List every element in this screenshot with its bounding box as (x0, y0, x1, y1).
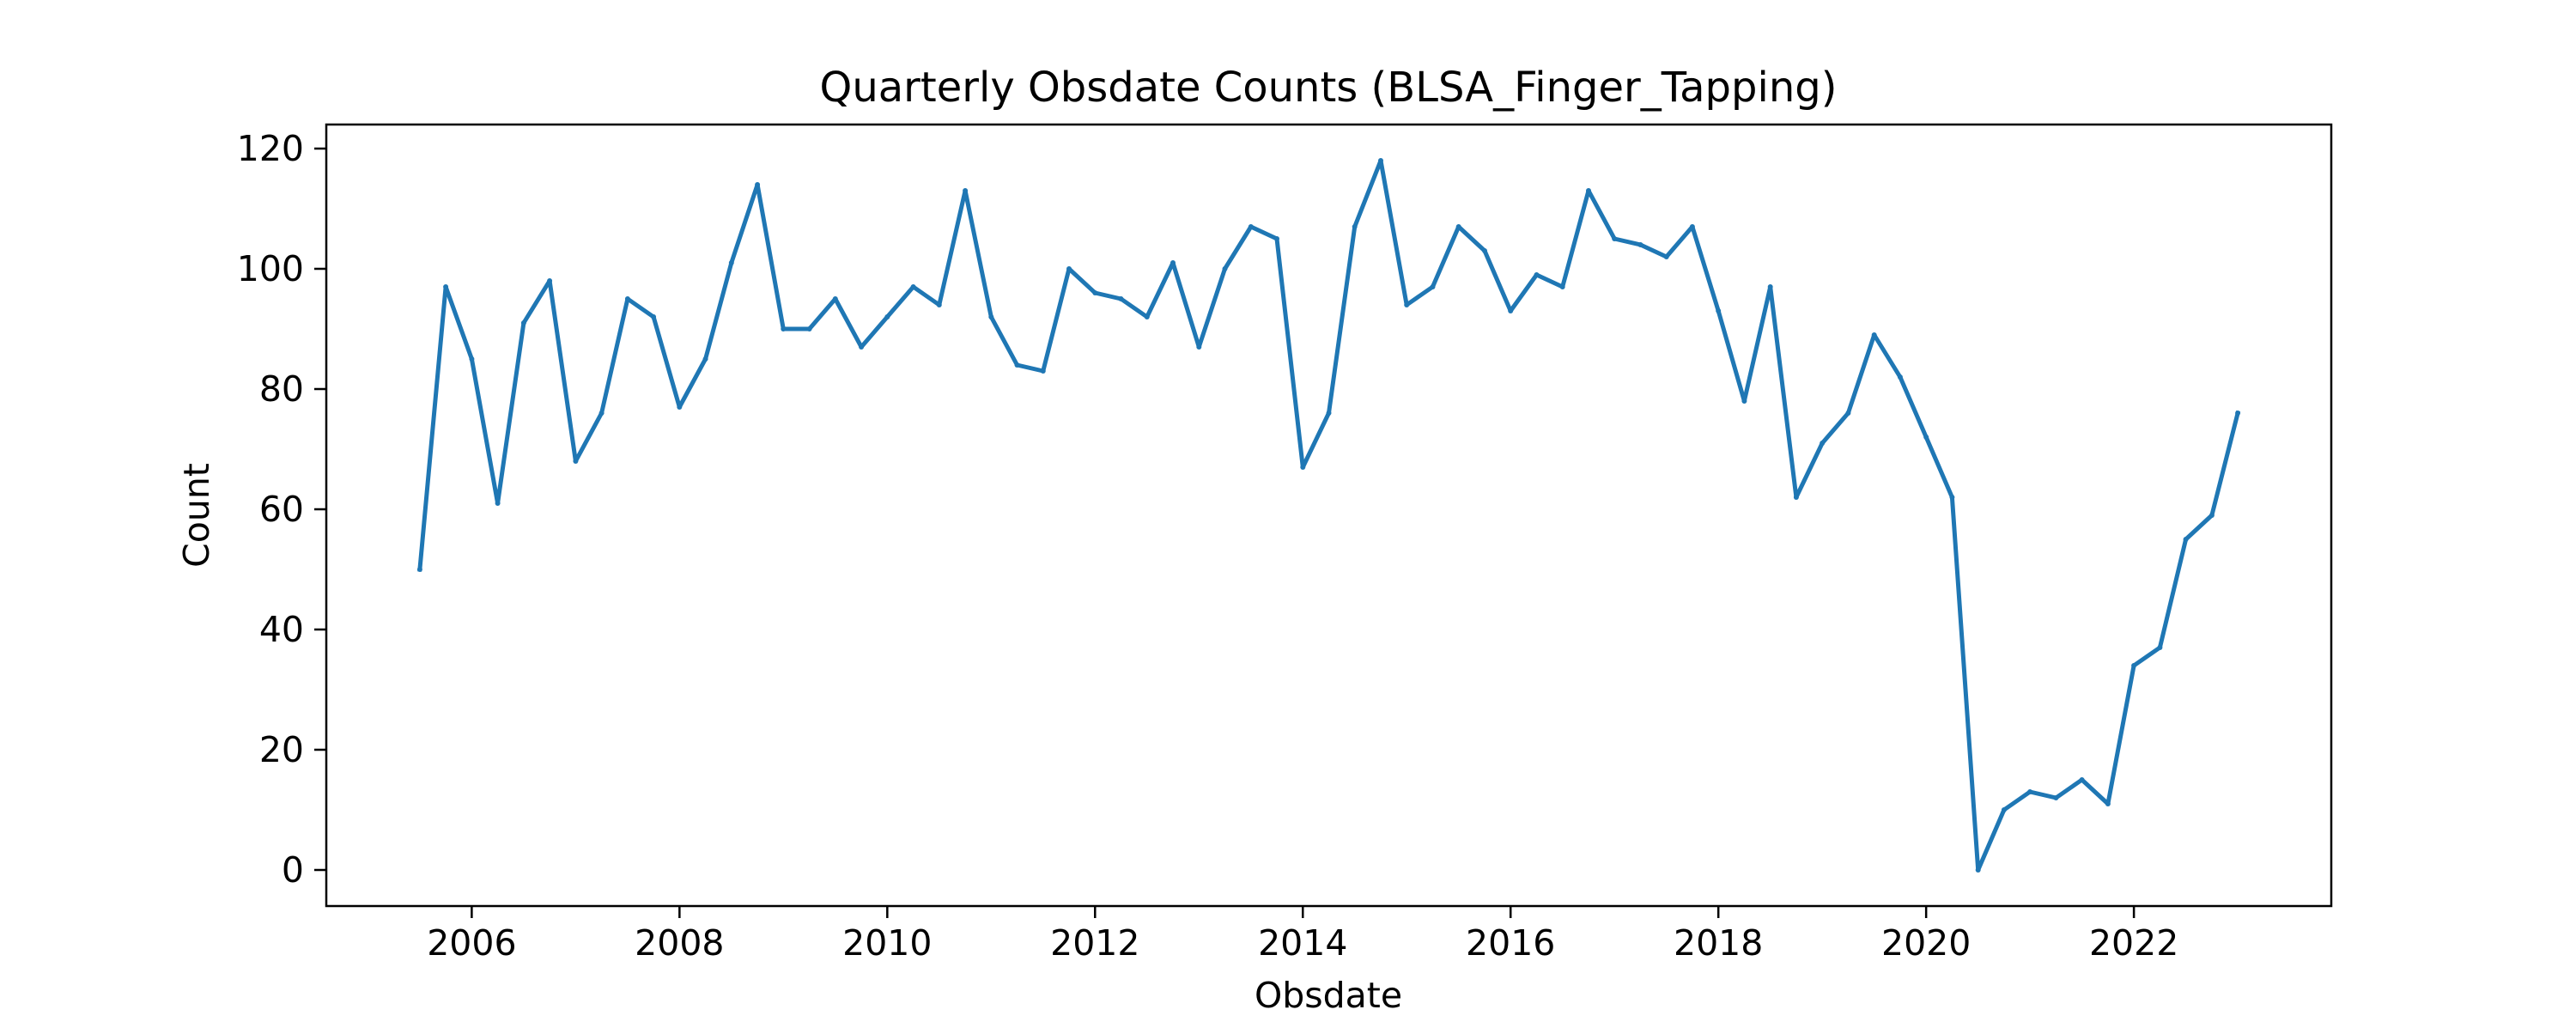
data-point (910, 284, 916, 289)
data-point (1612, 236, 1618, 241)
data-point (547, 278, 553, 283)
data-point (624, 296, 630, 301)
y-axis-label: Count (176, 463, 217, 568)
data-point (1326, 411, 1332, 416)
data-point (1196, 344, 1202, 350)
data-point (1274, 236, 1279, 241)
data-point (2027, 789, 2033, 794)
data-point (832, 296, 838, 301)
data-point (1118, 296, 1124, 301)
data-point (1455, 224, 1461, 229)
data-point (1741, 398, 1747, 404)
data-point (2183, 537, 2189, 542)
data-point (443, 284, 449, 289)
y-tick-label: 20 (259, 729, 304, 770)
data-point (677, 404, 683, 410)
data-point (1689, 224, 1695, 229)
data-point (2208, 513, 2215, 518)
y-tick-label: 60 (259, 489, 304, 530)
x-axis: 2006 2008 2010 2012 2014 2016 2018 2020 2022 (427, 906, 2178, 964)
data-point (1637, 242, 1643, 247)
data-point (859, 344, 865, 350)
data-point (573, 459, 579, 464)
data-point (1170, 260, 1176, 265)
x-tick-label: 2012 (1050, 922, 1139, 964)
data-point (1534, 272, 1540, 277)
y-tick-label: 120 (237, 128, 304, 169)
y-tick-label: 100 (237, 248, 304, 289)
data-point (1793, 495, 1799, 500)
data-point (1820, 441, 1826, 446)
data-point (520, 320, 526, 325)
data-point (1378, 158, 1383, 163)
data-point (781, 326, 787, 331)
data-point (2105, 801, 2111, 806)
data-point (416, 567, 422, 572)
y-tick-label: 0 (282, 849, 304, 891)
data-point (469, 356, 475, 362)
data-point (1949, 495, 1955, 500)
y-tick-label: 80 (259, 368, 304, 410)
data-point (2235, 411, 2241, 416)
data-point (2157, 645, 2163, 650)
y-axis: 0 20 40 60 80 100 120 (237, 128, 326, 891)
data-point (806, 326, 812, 331)
data-point (1092, 290, 1098, 295)
data-point (1845, 411, 1851, 416)
data-point (2001, 807, 2007, 812)
data-point (495, 501, 501, 506)
x-tick-label: 2018 (1674, 922, 1763, 964)
data-point (2131, 663, 2137, 668)
data-point (702, 356, 708, 362)
x-tick-label: 2006 (427, 922, 516, 964)
chart-title: Quarterly Obsdate Counts (BLSA_Finger_Ta… (820, 64, 1838, 112)
data-point (651, 314, 657, 319)
data-point (988, 314, 994, 319)
data-point (936, 302, 942, 307)
data-point (963, 188, 969, 193)
data-point (884, 314, 890, 319)
data-point (755, 182, 761, 187)
data-point (1767, 284, 1773, 289)
y-tick-label: 40 (259, 609, 304, 650)
x-tick-label: 2022 (2089, 922, 2178, 964)
data-point (1066, 266, 1072, 271)
data-point (1975, 867, 1981, 873)
data-point (1352, 224, 1358, 229)
data-point (1482, 248, 1487, 253)
data-point (1300, 465, 1306, 470)
x-tick-label: 2008 (635, 922, 724, 964)
data-point (1923, 435, 1929, 440)
data-point (1716, 308, 1722, 313)
x-tick-label: 2020 (1881, 922, 1971, 964)
data-point (1430, 284, 1436, 289)
x-axis-label: Obsdate (1255, 975, 1402, 1016)
data-point (2079, 777, 2085, 782)
data-point (1559, 284, 1565, 289)
data-point (1871, 332, 1877, 338)
x-tick-label: 2016 (1466, 922, 1555, 964)
data-point (1144, 314, 1150, 319)
x-tick-label: 2010 (842, 922, 932, 964)
data-point (1248, 224, 1254, 229)
x-tick-label: 2014 (1258, 922, 1347, 964)
data-point (1586, 188, 1591, 193)
data-point (1014, 362, 1020, 368)
data-point (1404, 302, 1410, 307)
data-point (728, 260, 734, 265)
data-point (1222, 266, 1228, 271)
data-point (2053, 795, 2059, 800)
plot-area (416, 158, 2241, 873)
data-point (598, 411, 605, 416)
axes-frame (325, 123, 2333, 908)
data-point (1897, 374, 1903, 380)
data-point (1663, 254, 1669, 259)
data-point (1508, 308, 1514, 313)
data-point (1040, 368, 1046, 374)
